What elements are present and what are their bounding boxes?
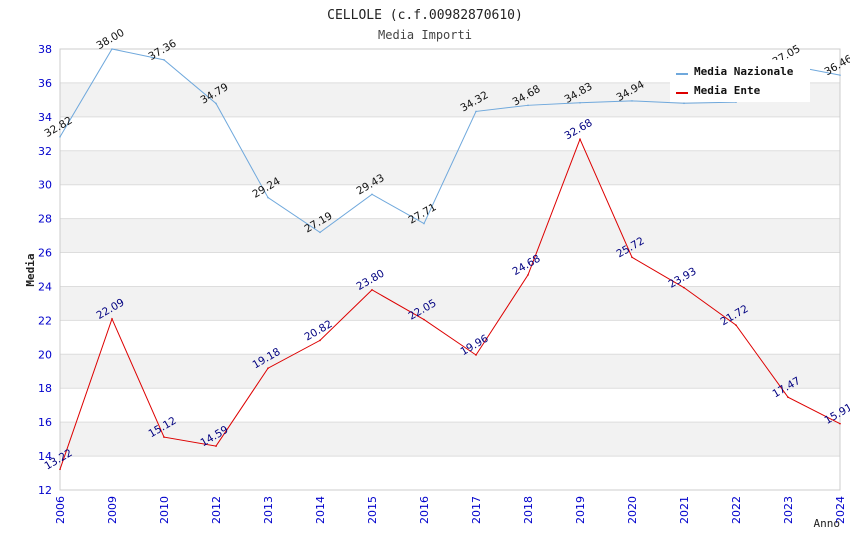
y-tick-label: 22 (38, 314, 52, 327)
data-point (527, 274, 529, 276)
x-tick-label: 2018 (522, 496, 535, 524)
y-tick-label: 30 (38, 179, 52, 192)
series-line-media-ente (59, 137, 841, 470)
data-point (839, 422, 841, 425)
x-tick-label: 2010 (158, 496, 171, 524)
y-axis-title: Media (24, 253, 37, 286)
y-tick-label: 26 (38, 247, 52, 260)
legend-label-media-nazionale: Media Nazionale (694, 65, 794, 78)
y-tick-label: 12 (38, 484, 52, 497)
x-tick-label: 2015 (366, 496, 379, 524)
legend-box (670, 60, 810, 102)
x-tick-label: 2017 (470, 496, 483, 524)
data-point (787, 396, 789, 399)
data-label: 32.68 (562, 117, 594, 142)
x-tick-label: 2019 (574, 496, 587, 524)
x-tick-label: 2021 (678, 496, 691, 524)
chart-subtitle: Media Importi (378, 28, 472, 42)
data-point (683, 286, 685, 289)
data-point (215, 445, 217, 447)
data-point (735, 324, 737, 326)
y-tick-label: 16 (38, 416, 52, 429)
data-point (319, 231, 321, 234)
data-point (579, 101, 581, 104)
legend: Media Nazionale Media Ente (670, 60, 810, 102)
grid-band (60, 422, 840, 457)
data-point (59, 468, 61, 471)
y-tick-label: 34 (38, 111, 52, 124)
data-point (267, 196, 269, 199)
x-tick-label: 2023 (782, 496, 795, 524)
data-point (163, 436, 165, 438)
data-point (423, 222, 425, 225)
y-tick-label: 20 (38, 348, 52, 361)
y-tick-label: 18 (38, 382, 52, 395)
data-point (579, 138, 581, 141)
data-label: 20.82 (302, 318, 334, 343)
legend-label-media-ente: Media Ente (694, 84, 761, 97)
data-point (111, 48, 113, 50)
x-tick-label: 2016 (418, 496, 431, 524)
data-label: 24.68 (510, 253, 542, 278)
grid-band (60, 286, 840, 321)
grid-band (60, 218, 840, 253)
data-point (319, 339, 321, 342)
data-point (475, 110, 477, 113)
series-line-media-nazionale (59, 48, 841, 233)
data-point (839, 74, 841, 76)
data-point (371, 289, 373, 291)
y-tick-label: 32 (38, 145, 52, 158)
y-tick-label: 24 (38, 280, 52, 293)
x-tick-label: 2009 (106, 496, 119, 524)
data-point (267, 367, 269, 370)
y-tick-label: 14 (38, 450, 52, 463)
plot-area (59, 48, 841, 491)
data-point (631, 256, 633, 259)
data-point (527, 104, 529, 107)
x-axis: 2006 2009 2010 2012 2013 2014 2015 2016 2017 2018… (54, 496, 847, 524)
y-tick-label: 38 (38, 43, 52, 56)
data-point (59, 136, 61, 138)
data-point (475, 354, 477, 356)
x-tick-label: 2006 (54, 496, 67, 524)
data-point (371, 193, 373, 196)
data-label: 38.00 (94, 27, 126, 52)
y-tick-label: 36 (38, 77, 52, 90)
x-axis-title: Anno (814, 517, 841, 530)
data-point (683, 102, 685, 105)
x-tick-label: 2013 (262, 496, 275, 524)
data-point (111, 318, 113, 320)
grid-band (60, 354, 840, 389)
y-tick-label: 28 (38, 213, 52, 226)
y-axis: 12 14 16 18 20 22 24 26 28 30 32 34 36 38 (38, 43, 52, 497)
x-tick-label: 2014 (314, 496, 327, 524)
data-point (423, 318, 425, 321)
x-tick-label: 2012 (210, 496, 223, 524)
data-point (215, 102, 217, 105)
data-point (631, 100, 633, 102)
chart-title: CELLOLE (c.f.00982870610) (327, 8, 523, 23)
data-point (163, 59, 165, 61)
x-tick-label: 2020 (626, 496, 639, 524)
x-tick-label: 2024 (834, 496, 847, 524)
x-tick-label: 2022 (730, 496, 743, 524)
